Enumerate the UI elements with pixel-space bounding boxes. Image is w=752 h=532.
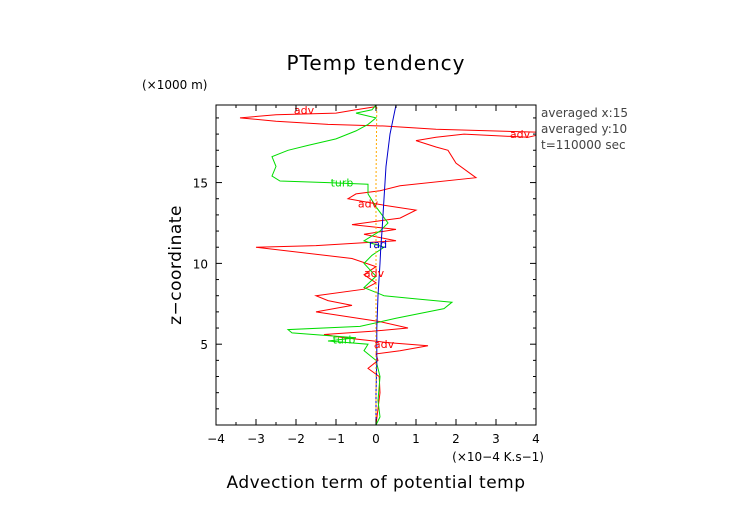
x-unit-label: (×10−4 K.s−1) bbox=[452, 450, 544, 464]
series-line-rad bbox=[375, 105, 397, 425]
series-line-adv bbox=[239, 106, 536, 425]
x-tick-label: −3 bbox=[247, 432, 265, 446]
annotation-time: t=110000 sec bbox=[541, 138, 626, 152]
y-tick-label: 5 bbox=[200, 338, 208, 352]
series-label-adv: adv bbox=[374, 338, 395, 351]
series-label-adv: adv bbox=[510, 128, 531, 141]
y-unit-label: (×1000 m) bbox=[142, 78, 207, 92]
x-tick-label: 4 bbox=[532, 432, 540, 446]
x-tick-label: −2 bbox=[287, 432, 305, 446]
x-tick-label: 2 bbox=[452, 432, 460, 446]
x-axis-ticks: −4 −3 −2 −1 0 1 2 3 4 bbox=[207, 105, 540, 446]
x-tick-label: 1 bbox=[412, 432, 420, 446]
chart-title: PTemp tendency bbox=[286, 51, 465, 75]
y-axis-ticks: 5 10 15 bbox=[193, 117, 536, 410]
series-label-adv: adv bbox=[294, 104, 315, 117]
series-label-turb: turb bbox=[331, 177, 354, 190]
y-tick-label: 10 bbox=[193, 257, 208, 271]
series-label-adv: adv bbox=[364, 267, 385, 280]
plot-curves bbox=[239, 105, 536, 425]
series-line-turb bbox=[271, 105, 454, 425]
series-line-reference bbox=[375, 105, 378, 425]
annotation-y-average: averaged y:10 bbox=[541, 122, 627, 136]
x-tick-label: 3 bbox=[492, 432, 500, 446]
x-tick-label: −1 bbox=[327, 432, 345, 446]
series-label-adv: adv bbox=[358, 198, 379, 211]
annotations: averaged x:15 averaged y:10 t=110000 sec bbox=[541, 106, 628, 152]
series-label-turb: turb bbox=[333, 333, 356, 346]
x-tick-label: 0 bbox=[372, 432, 380, 446]
series-label-rad: rad bbox=[369, 238, 387, 251]
y-tick-label: 15 bbox=[193, 177, 208, 191]
annotation-x-average: averaged x:15 bbox=[541, 106, 628, 120]
x-tick-label: −4 bbox=[207, 432, 225, 446]
x-axis-label: Advection term of potential temp bbox=[226, 473, 525, 493]
y-axis-label: z−coordinate bbox=[166, 205, 186, 325]
